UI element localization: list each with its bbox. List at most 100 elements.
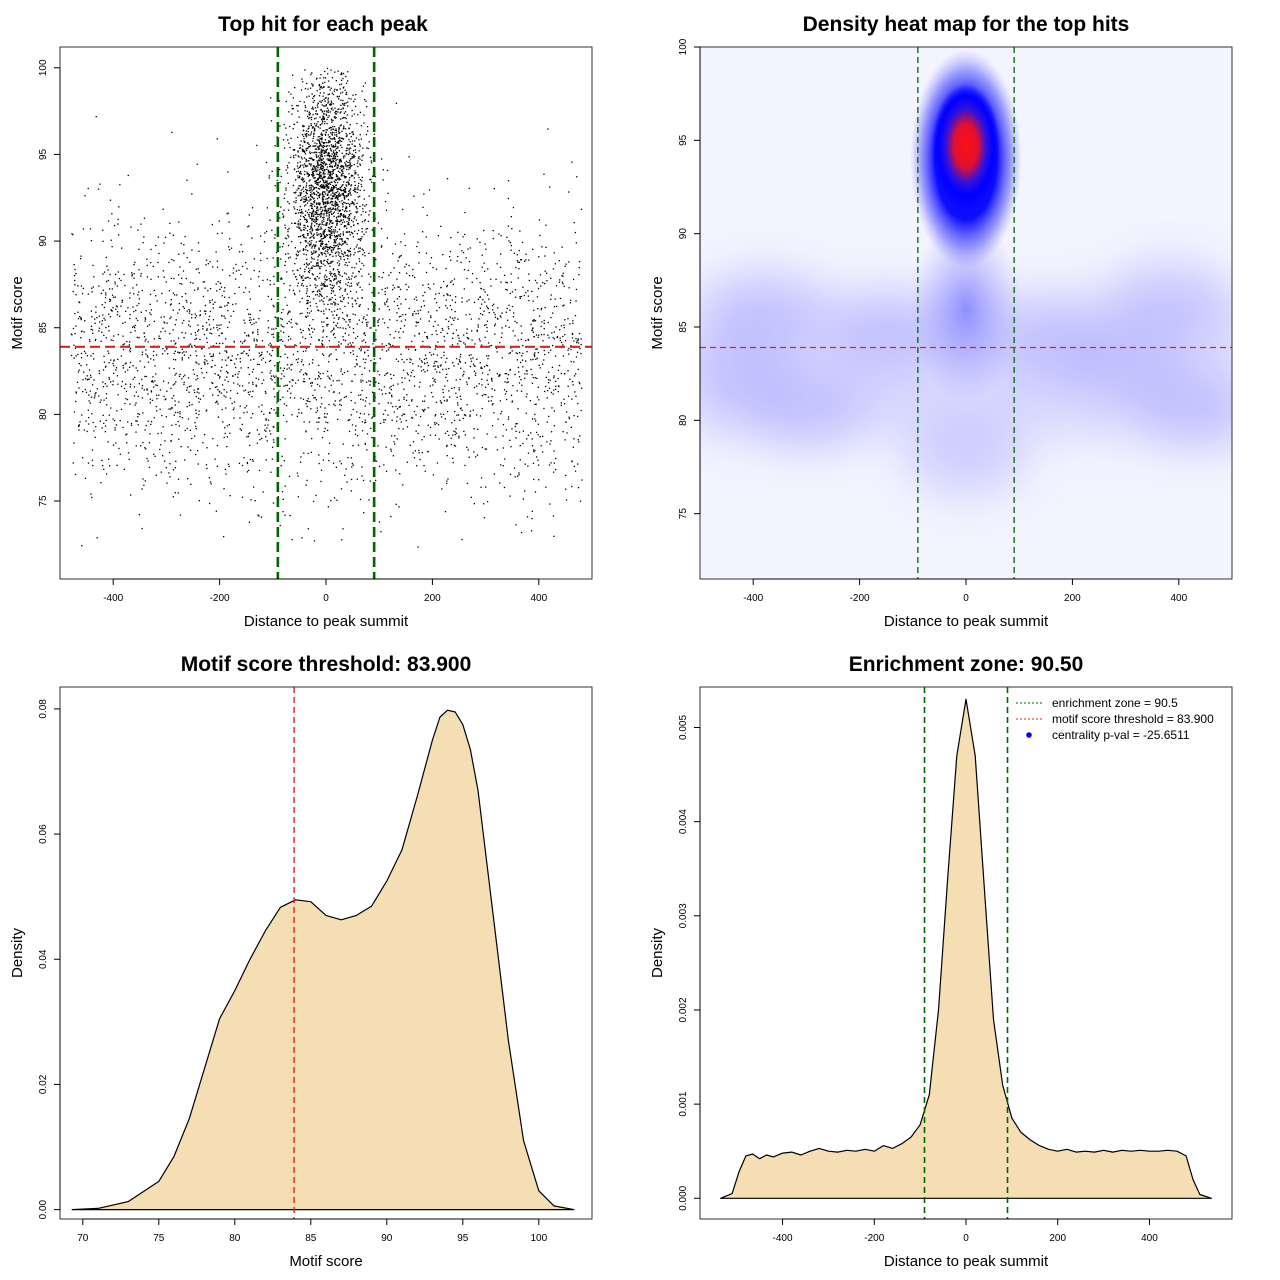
scatter-point xyxy=(350,391,352,394)
scatter-point xyxy=(147,341,149,343)
scatter-point xyxy=(341,221,344,224)
scatter-point xyxy=(306,405,308,408)
scatter-point xyxy=(224,305,226,307)
scatter-point xyxy=(335,155,337,158)
scatter-point xyxy=(108,378,110,380)
scatter-point xyxy=(476,358,478,360)
scatter-point xyxy=(237,383,239,385)
scatter-point xyxy=(183,319,185,322)
scatter-point xyxy=(216,138,218,140)
scatter-point xyxy=(267,327,270,329)
scatter-point xyxy=(186,179,188,181)
scatter-point xyxy=(342,528,344,530)
scatter-point xyxy=(560,402,562,404)
scatter-point xyxy=(462,236,464,238)
scatter-point xyxy=(333,234,336,237)
scatter-point xyxy=(229,432,231,434)
scatter-point xyxy=(324,247,326,249)
scatter-point xyxy=(319,137,321,140)
scatter-point xyxy=(338,273,340,275)
scatter-point xyxy=(373,133,376,135)
scatter-point xyxy=(177,337,180,339)
scatter-point xyxy=(357,160,359,162)
scatter-point xyxy=(344,111,347,113)
scatter-point xyxy=(114,281,116,283)
scatter-point xyxy=(122,322,124,324)
scatter-point xyxy=(270,471,272,473)
scatter-point xyxy=(404,377,406,379)
scatter-point xyxy=(419,358,421,360)
scatter-point xyxy=(391,435,393,437)
scatter-point xyxy=(203,361,205,363)
scatter-point xyxy=(494,323,496,325)
scatter-point xyxy=(421,361,423,363)
scatter-point xyxy=(314,148,317,150)
scatter-point xyxy=(306,199,308,201)
scatter-point xyxy=(342,233,344,235)
scatter-point xyxy=(519,445,521,447)
scatter-point xyxy=(326,163,328,165)
scatter-point xyxy=(328,308,330,311)
scatter-point xyxy=(136,370,139,372)
scatter-point xyxy=(324,210,326,212)
scatter-point xyxy=(228,321,231,323)
scatter-point xyxy=(364,405,366,407)
scatter-point xyxy=(327,506,329,508)
scatter-point xyxy=(417,312,419,315)
scatter-point xyxy=(460,261,462,264)
scatter-point xyxy=(355,219,358,221)
scatter-point xyxy=(336,167,338,169)
scatter-point xyxy=(337,207,339,209)
scatter-point xyxy=(341,73,343,75)
scatter-point xyxy=(400,241,402,243)
scatter-point xyxy=(363,413,365,415)
scatter-point xyxy=(297,167,299,169)
scatter-point xyxy=(321,287,323,289)
scatter-point xyxy=(567,318,569,320)
scatter-point xyxy=(326,210,328,212)
scatter-point xyxy=(248,225,250,227)
scatter-point xyxy=(326,212,328,214)
scatter-point xyxy=(153,338,155,340)
scatter-point xyxy=(346,149,348,152)
scatter-point xyxy=(486,326,488,329)
scatter-point xyxy=(499,374,501,377)
scatter-point xyxy=(341,539,343,541)
scatter-point xyxy=(365,211,367,213)
scatter-point xyxy=(289,311,291,313)
scatter-point xyxy=(331,222,334,224)
scatter-point xyxy=(294,263,296,265)
scatter-point xyxy=(369,156,372,158)
scatter-point xyxy=(247,354,249,357)
scatter-point xyxy=(165,302,167,304)
scatter-point xyxy=(267,320,269,322)
scatter-point xyxy=(329,160,332,162)
scatter-point xyxy=(343,201,345,204)
scatter-point xyxy=(390,385,392,388)
scatter-point xyxy=(249,313,251,316)
scatter-point xyxy=(316,190,318,192)
scatter-point xyxy=(335,196,337,198)
scatter-point xyxy=(305,218,307,221)
scatter-point xyxy=(537,434,539,436)
scatter-point xyxy=(354,173,356,175)
scatter-point xyxy=(247,334,250,336)
scatter-point xyxy=(216,386,218,388)
scatter-point xyxy=(356,162,359,164)
scatter-point xyxy=(110,339,112,341)
scatter-point xyxy=(343,127,345,130)
scatter-point xyxy=(412,268,414,271)
scatter-point xyxy=(256,363,259,365)
scatter-point xyxy=(416,405,418,408)
scatter-point xyxy=(321,137,323,140)
scatter-point xyxy=(234,292,236,295)
scatter-point xyxy=(427,407,429,409)
scatter-point xyxy=(184,459,186,461)
scatter-point xyxy=(431,333,433,336)
scatter-point xyxy=(220,306,222,308)
scatter-point xyxy=(303,180,306,182)
scatter-point xyxy=(537,386,539,388)
scatter-point xyxy=(335,110,338,113)
scatter-point xyxy=(269,372,271,374)
scatter-point xyxy=(321,228,323,230)
